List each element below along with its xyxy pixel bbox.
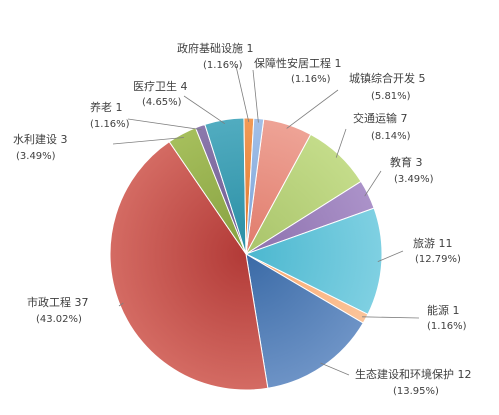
slice-6-label: 市政工程 37 [27,295,89,309]
slice-5-value: 12 [454,368,472,381]
slice-0-percent: (5.81%) [371,91,411,102]
slice-4-label: 能源 1 [427,303,460,317]
slice-2-category: 教育 [390,155,412,169]
slice-8-category: 养老 [90,100,112,114]
slice-8-percent: (1.16%) [90,119,130,130]
slice-10-label: 政府基础设施 1 [177,41,254,55]
slice-7-leader-line [112,137,184,145]
slice-3-label: 旅游 11 [413,236,453,250]
slice-9-percent: (4.65%) [142,97,182,108]
slice-4-category: 能源 [427,303,449,317]
slice-9-category: 医疗卫生 [133,79,177,93]
slice-8-value: 1 [112,101,123,114]
slice-1-leader-line [335,128,347,158]
slice-5-percent: (13.95%) [393,386,439,397]
slice-1-value: 7 [397,112,408,125]
slice-1-label: 交通运输 7 [353,111,408,125]
slice-8-leader-line [127,118,202,131]
slice-4-value: 1 [449,304,460,317]
slice-11-label: 保障性安居工程 1 [254,56,342,70]
slice-2-leader-line [364,170,382,197]
slice-5-wedge [245,253,364,389]
slice-5-category: 生态建设和环境保护 [355,367,454,381]
slice-10-value: 1 [243,42,254,55]
slice-2-percent: (3.49%) [394,174,434,185]
slice-9-leader-line [183,95,226,125]
slice-9-value: 4 [177,80,188,93]
slice-11-percent: (1.16%) [291,74,331,85]
slice-1-category: 交通运输 [353,111,397,125]
slice-7-value: 3 [57,133,68,146]
slice-2-value: 3 [412,156,423,169]
slice-5-leader-line [320,362,350,376]
slice-2-label: 教育 3 [390,155,423,169]
pie-slices [109,117,383,391]
slice-5-label: 生态建设和环境保护 12 [355,367,472,381]
slice-11-wedge [245,117,265,255]
slice-3-category: 旅游 [413,236,435,250]
slice-11-leader-line [252,69,259,123]
slice-8-label: 养老 1 [90,100,123,114]
slice-3-percent: (12.79%) [415,254,461,265]
leader-lines [112,65,420,376]
slice-7-label: 水利建设 3 [13,132,68,146]
slice-6-value: 37 [71,296,89,309]
slice-0-value: 5 [415,72,426,85]
slice-11-value: 1 [331,57,342,70]
slice-4-percent: (1.16%) [427,321,467,332]
slice-10-percent: (1.16%) [203,60,243,71]
slice-1-percent: (8.14%) [371,131,411,142]
slice-11-category: 保障性安居工程 [254,56,331,70]
slice-4-leader-line [362,316,420,319]
slice-0-leader-line [286,89,339,129]
slice-6-percent: (43.02%) [36,314,82,325]
slice-7-percent: (3.49%) [16,151,56,162]
slice-6-category: 市政工程 [27,295,71,309]
slice-10-category: 政府基础设施 [177,41,243,55]
slice-labels: 城镇综合开发 5(5.81%)交通运输 7(8.14%)教育 3(3.49%)旅… [13,41,472,397]
slice-0-label: 城镇综合开发 5 [349,71,426,85]
slice-7-category: 水利建设 [13,132,57,146]
slice-3-wedge [244,207,383,316]
slice-6-leader-line [118,302,124,307]
slice-9-label: 医疗卫生 4 [133,79,188,93]
slice-0-category: 城镇综合开发 [349,71,415,85]
slice-3-leader-line [377,250,404,262]
slice-3-value: 11 [435,237,453,250]
slice-10-leader-line [235,65,250,123]
slice-6-wedge [109,141,269,391]
